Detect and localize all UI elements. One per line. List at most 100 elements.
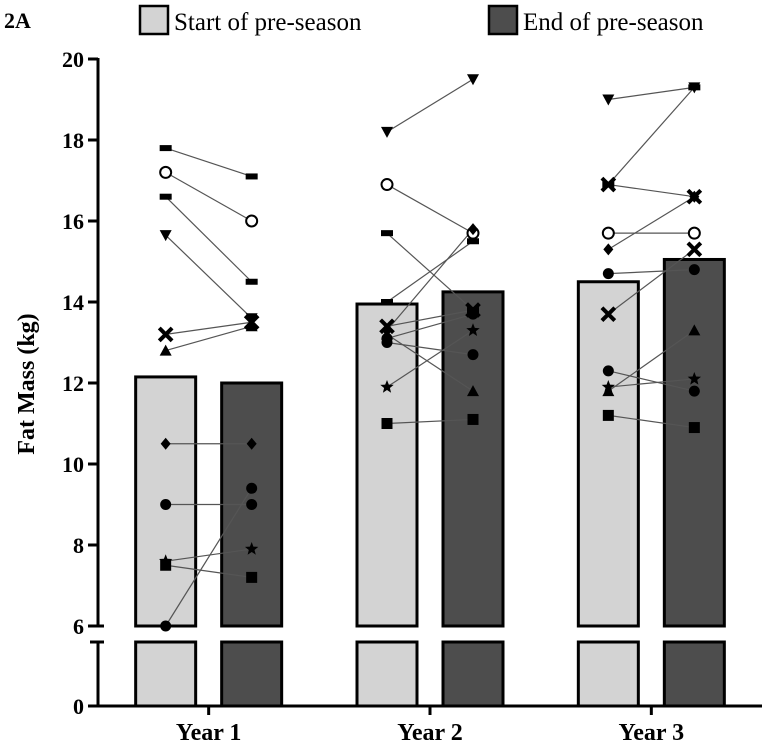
connector-line: [608, 414, 695, 429]
connector-line: [386, 228, 474, 331]
marker-start-circle: [160, 499, 172, 510]
connector-line: [165, 564, 252, 578]
connector-lines-group: [165, 78, 695, 627]
connector-line: [165, 321, 252, 335]
marker-end-triangle-down: [467, 74, 479, 86]
marker-end-triangle-down: [245, 313, 258, 325]
marker-start-cross: [157, 326, 174, 343]
markers-group: [157, 74, 703, 632]
connector-line: [608, 370, 695, 392]
marker-start-star: [380, 380, 394, 393]
marker-start-square: [160, 559, 172, 571]
marker-end-diamond: [246, 437, 257, 450]
connector-line: [386, 78, 474, 133]
marker-start-triangle-up: [602, 385, 615, 397]
bar-lower-start-3: [576, 640, 640, 708]
connector-line: [607, 329, 695, 392]
marker-start-diamond: [160, 437, 171, 450]
marker-end-circle-open: [687, 226, 701, 240]
connector-line: [386, 418, 474, 425]
connector-line: [607, 86, 695, 185]
connector-line: [386, 333, 474, 392]
connector-line: [165, 171, 252, 222]
bar-start-2: [355, 302, 419, 628]
marker-end-triangle-up: [688, 324, 701, 336]
legend-swatch-start: [138, 4, 170, 36]
marker-end-square: [688, 422, 700, 434]
marker-end-diamond: [689, 190, 700, 203]
y-tick-label: 20: [62, 47, 84, 72]
bar-lower-start-1: [134, 640, 198, 708]
marker-start-triangle-down: [602, 94, 615, 106]
connector-line: [607, 248, 695, 315]
marker-end-star: [466, 323, 480, 336]
y-tick-label: 10: [62, 452, 84, 477]
marker-start-triangle-up: [159, 344, 172, 356]
y-tick-label: 16: [62, 209, 84, 234]
marker-start-circle-open: [601, 226, 615, 240]
marker-end-diamond: [468, 223, 478, 236]
marker-end-dash: [245, 278, 258, 285]
bar-end-2: [441, 290, 505, 628]
marker-end-circle: [246, 482, 258, 494]
marker-end-star: [245, 542, 259, 555]
marker-start-circle: [381, 332, 393, 344]
connector-line: [165, 548, 252, 562]
connector-line: [386, 184, 474, 234]
category-label: Year 1: [176, 720, 242, 746]
bar-end-3: [662, 257, 726, 628]
marker-start-dash: [159, 193, 172, 200]
axes-group: Year 1 Year 2 Year 3 0 6 8 10 12 14 16 18 20: [62, 47, 762, 746]
marker-start-square: [602, 409, 614, 421]
marker-end-circle: [467, 349, 479, 361]
marker-end-circle: [246, 499, 258, 510]
marker-start-cross: [600, 176, 617, 193]
y-tick-label: 8: [73, 533, 84, 558]
marker-start-square: [381, 418, 393, 429]
y-tick-label: 6: [73, 614, 84, 639]
marker-start-triangle-down: [159, 230, 172, 242]
legend-swatch-end: [487, 4, 519, 36]
marker-end-dash: [245, 173, 258, 180]
bar-lower-end-2: [441, 640, 505, 708]
connector-line: [608, 86, 695, 101]
marker-start-diamond: [603, 243, 614, 256]
marker-start-dash: [159, 145, 172, 152]
category-label: Year 2: [397, 720, 463, 746]
y-tick-label: 12: [62, 371, 84, 396]
bar-lower-start-2: [355, 640, 419, 708]
marker-end-dash: [688, 84, 701, 91]
connector-line: [386, 240, 474, 303]
connector-line: [165, 147, 252, 178]
marker-end-dash: [467, 238, 479, 245]
legend-label-end: End of pre-season: [523, 9, 704, 36]
marker-start-cross: [600, 306, 617, 322]
bar-start-3: [576, 280, 640, 628]
connector-line: [608, 378, 695, 388]
marker-end-cross: [686, 241, 703, 258]
connector-line: [608, 269, 695, 275]
panel-label: 2A: [4, 8, 31, 33]
marker-end-triangle-up: [245, 320, 258, 332]
bar-lower-end-3: [662, 640, 726, 708]
marker-start-dash: [381, 230, 393, 237]
connector-line: [386, 341, 474, 356]
connector-line: [165, 234, 253, 319]
marker-start-circle-open: [159, 165, 173, 179]
bar-lower-end-1: [220, 640, 284, 708]
connector-line: [608, 183, 695, 198]
y-axis-title: Fat Mass (kg): [14, 313, 40, 454]
connector-line: [165, 325, 252, 352]
marker-end-square: [467, 413, 479, 425]
marker-end-circle: [467, 308, 479, 320]
marker-start-circle: [602, 365, 614, 377]
marker-end-circle-open: [245, 214, 259, 228]
legend: Start of pre-season End of pre-season: [138, 4, 704, 36]
marker-start-circle: [160, 620, 172, 632]
connector-line: [386, 309, 474, 327]
marker-start-triangle-down: [381, 126, 393, 138]
y-tick-label: 14: [62, 290, 84, 315]
connector-line: [165, 487, 253, 627]
legend-label-start: Start of pre-season: [174, 9, 362, 36]
marker-end-triangle-up: [467, 385, 479, 397]
